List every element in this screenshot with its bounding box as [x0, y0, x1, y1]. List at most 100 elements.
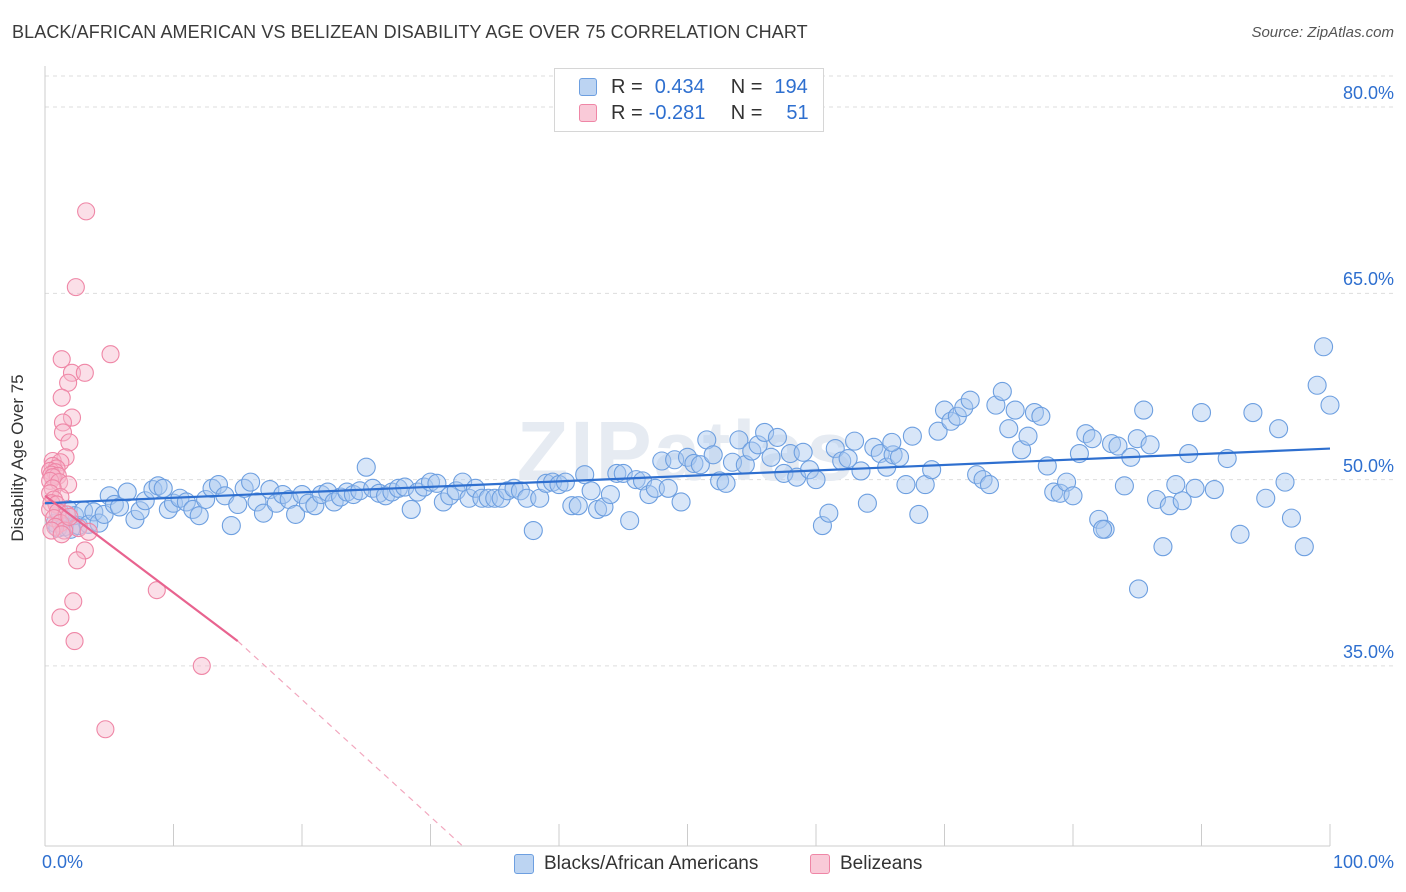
- point-blacks-46: [305, 496, 325, 516]
- point-blacks-196: [1320, 395, 1340, 415]
- point-blacks-190: [1269, 419, 1289, 439]
- point-blacks-175: [1134, 400, 1154, 420]
- point-blacks-180: [1166, 475, 1186, 495]
- point-blacks-125: [812, 516, 832, 536]
- point-blacks-192: [1281, 508, 1301, 528]
- point-blacks-23: [158, 499, 178, 519]
- point-blacks-12: [94, 504, 114, 524]
- point-blacks-130: [844, 431, 865, 451]
- point-blacks-187: [1230, 524, 1250, 544]
- bottom-legend-label-blacks: Blacks/African Americans: [544, 853, 759, 874]
- grid-layer: [45, 75, 1393, 667]
- legend-row-belizeans: R = -0.281 N = 51: [579, 101, 809, 125]
- legend-n-label-2: N =: [730, 101, 763, 124]
- point-blacks-95: [620, 511, 640, 531]
- point-blacks-153: [992, 381, 1012, 402]
- y-axis-label: Disability Age Over 75: [8, 374, 27, 542]
- point-blacks-75: [491, 488, 511, 508]
- point-blacks-140: [909, 504, 929, 524]
- point-blacks-92: [600, 484, 620, 505]
- point-blacks-80: [523, 520, 543, 541]
- point-belizeans-3: [52, 350, 71, 369]
- point-blacks-197: [1093, 519, 1113, 539]
- y-tick-label-1: 50.0%: [1342, 455, 1394, 476]
- legend-n-value-1: 194: [774, 75, 808, 98]
- point-belizeans-8: [62, 408, 82, 427]
- point-blacks-142: [922, 460, 942, 480]
- point-belizeans-45: [64, 592, 83, 611]
- point-blacks-168: [1089, 509, 1109, 529]
- bottom-legend-belizeans: Belizeans: [810, 850, 922, 878]
- point-blacks-87: [568, 496, 588, 516]
- legend: R = 0.434 N = 194 R = -0.281 N = 51: [554, 68, 824, 132]
- point-blacks-185: [1204, 480, 1224, 500]
- point-blacks-179: [1159, 496, 1179, 516]
- point-blacks-34: [228, 494, 248, 515]
- point-blacks-96: [626, 470, 646, 490]
- point-blacks-65: [427, 473, 447, 493]
- point-belizeans-41: [52, 525, 71, 544]
- point-blacks-122: [793, 442, 813, 462]
- x-tick-min: 0.0%: [42, 852, 84, 872]
- legend-r-label-1: R =: [611, 75, 643, 98]
- point-blacks-132: [857, 493, 877, 513]
- point-blacks-198: [1128, 579, 1149, 599]
- point-blacks-127: [825, 439, 845, 459]
- point-blacks-29: [196, 489, 216, 510]
- point-blacks-110: [716, 473, 736, 493]
- legend-row-blacks: R = 0.434 N = 194: [579, 75, 808, 99]
- point-blacks-21: [148, 476, 168, 496]
- point-blacks-150: [973, 470, 993, 490]
- point-blacks-54: [356, 457, 376, 477]
- point-belizeans-5: [75, 363, 94, 382]
- point-blacks-61: [401, 499, 421, 519]
- point-blacks-188: [1243, 403, 1263, 423]
- point-belizeans-46: [51, 608, 70, 627]
- point-blacks-38: [253, 503, 274, 523]
- point-blacks-191: [1275, 472, 1295, 492]
- legend-swatch-blue: [579, 78, 597, 96]
- point-belizeans-4: [62, 363, 82, 382]
- legend-r-value-2: -0.281: [648, 101, 706, 124]
- point-blacks-184: [1191, 403, 1212, 423]
- point-blacks-117: [761, 447, 781, 467]
- point-blacks-103: [671, 492, 691, 512]
- point-belizeans-10: [53, 423, 73, 442]
- point-blacks-115: [748, 435, 768, 455]
- point-blacks-138: [896, 475, 916, 495]
- point-blacks-159: [1031, 406, 1051, 426]
- point-belizeans-42: [75, 541, 94, 560]
- source-label: Source: ZipAtlas.com: [1251, 24, 1394, 41]
- point-blacks-19: [135, 491, 155, 511]
- trendline-blacks: [44, 447, 1331, 505]
- point-blacks-199: [882, 432, 902, 452]
- pink-points: [41, 202, 211, 739]
- legend-r-label-2: R =: [611, 101, 643, 124]
- legend-n-value-2: 51: [786, 101, 809, 124]
- point-belizeans-1: [66, 278, 85, 297]
- point-blacks-143: [928, 421, 948, 441]
- y-tick-label-2: 65.0%: [1342, 269, 1394, 290]
- point-belizeans-2: [101, 345, 120, 364]
- point-blacks-43: [286, 504, 306, 524]
- watermark: ZIPatlas: [517, 404, 855, 498]
- point-belizeans-49: [96, 720, 115, 739]
- point-blacks-126: [819, 503, 839, 523]
- point-belizeans-11: [60, 433, 79, 452]
- point-blacks-28: [189, 506, 209, 526]
- point-belizeans-9: [53, 413, 73, 432]
- point-belizeans-44: [147, 581, 166, 600]
- point-blacks-178: [1153, 537, 1173, 557]
- point-blacks-148: [960, 390, 980, 410]
- point-blacks-108: [703, 445, 723, 465]
- point-belizeans-40: [79, 522, 98, 541]
- point-blacks-195: [1314, 337, 1334, 357]
- trendline-belizeans-extension: [237, 640, 464, 847]
- point-blacks-164: [1063, 486, 1083, 506]
- point-blacks-151: [979, 475, 1000, 495]
- point-belizeans-43: [68, 551, 87, 570]
- chart-title: BLACK/AFRICAN AMERICAN VS BELIZEAN DISAB…: [12, 22, 808, 42]
- point-blacks-172: [1114, 476, 1134, 496]
- bottom-legend-swatch-pink: [810, 854, 830, 874]
- point-belizeans-6: [59, 373, 78, 392]
